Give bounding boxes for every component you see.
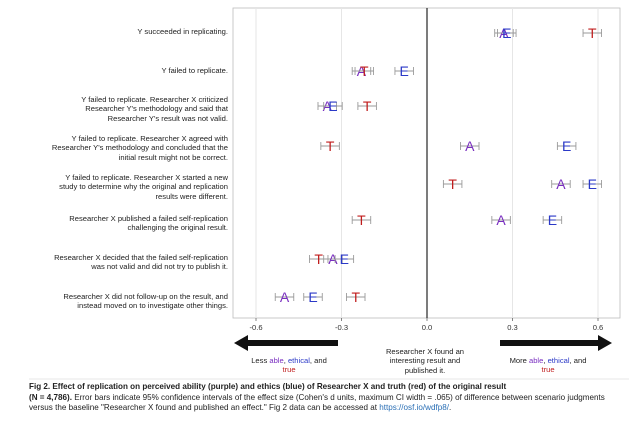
data-point-true: T (448, 176, 457, 192)
scenario-label: Y failed to replicate. Researcher X agre… (51, 134, 228, 162)
more-direction-label: More able, ethical, and true (488, 356, 608, 375)
data-point-able: A (496, 212, 506, 228)
less-sep2: , and (309, 356, 327, 365)
data-point-ethical: E (502, 25, 511, 41)
data-point-able: A (280, 289, 290, 305)
data-point-true: T (363, 98, 372, 114)
caption-body: Error bars indicate 95% confidence inter… (29, 392, 605, 413)
scenario-label: Researcher X published a failed self-rep… (69, 214, 228, 233)
data-point-ethical: E (400, 63, 409, 79)
baseline-label: Researcher X found an interesting result… (385, 347, 465, 375)
figure-caption: Fig 2. Effect of replication on perceive… (29, 382, 629, 414)
data-point-able: A (556, 176, 566, 192)
more-sep2: , and (569, 356, 587, 365)
data-point-ethical: E (328, 98, 337, 114)
scenario-label: Y succeeded in replicating. (137, 27, 228, 36)
data-point-ethical: E (340, 251, 349, 267)
x-tick-label: -0.3 (335, 323, 348, 332)
scenario-label: Y failed to replicate. Researcher X crit… (81, 95, 228, 123)
data-point-true: T (326, 138, 335, 154)
more-prefix: More (509, 356, 529, 365)
caption-title: Fig 2. Effect of replication on perceive… (29, 382, 507, 391)
more-able-word: able (528, 356, 544, 365)
less-able-word: able (269, 356, 284, 365)
less-direction-label: Less able, ethical, and true (228, 356, 350, 375)
caption-end: . (449, 403, 452, 413)
data-point-ethical: E (562, 138, 571, 154)
data-point-true: T (357, 212, 366, 228)
less-sep1: , (283, 356, 288, 365)
less-arrow-shaft (246, 340, 338, 346)
data-point-able: A (465, 138, 475, 154)
more-true-word: true (541, 365, 555, 375)
x-tick-label: 0.6 (593, 323, 604, 332)
less-true-word: true (282, 365, 296, 375)
x-tick-label: 0.0 (422, 323, 433, 332)
less-ethical-word: ethical (287, 356, 310, 365)
less-prefix: Less (251, 356, 270, 365)
data-point-ethical: E (548, 212, 557, 228)
data-point-ethical: E (308, 289, 317, 305)
data-point-ethical: E (588, 176, 597, 192)
more-arrow-head (598, 335, 612, 351)
less-arrow-head (234, 335, 248, 351)
scenario-label: Researcher X decided that the failed sel… (54, 253, 228, 272)
scenario-label: Y failed to replicate. Researcher X star… (59, 173, 228, 201)
scenario-label: Y failed to replicate. (161, 66, 228, 75)
more-sep1: , (543, 356, 548, 365)
more-arrow-shaft (500, 340, 600, 346)
data-point-true: T (351, 289, 360, 305)
data-point-true: T (588, 25, 597, 41)
more-ethical-word: ethical (547, 356, 570, 365)
x-tick-label: 0.3 (507, 323, 518, 332)
data-point-true: T (314, 251, 323, 267)
caption-n: (N = 4,786). (29, 392, 72, 402)
scenario-label: Researcher X did not follow-up on the re… (63, 292, 228, 311)
data-point-true: T (360, 63, 369, 79)
x-tick-label: -0.6 (249, 323, 262, 332)
data-link[interactable]: https://osf.io/wdfp8/ (379, 403, 449, 413)
data-point-able: A (328, 251, 338, 267)
